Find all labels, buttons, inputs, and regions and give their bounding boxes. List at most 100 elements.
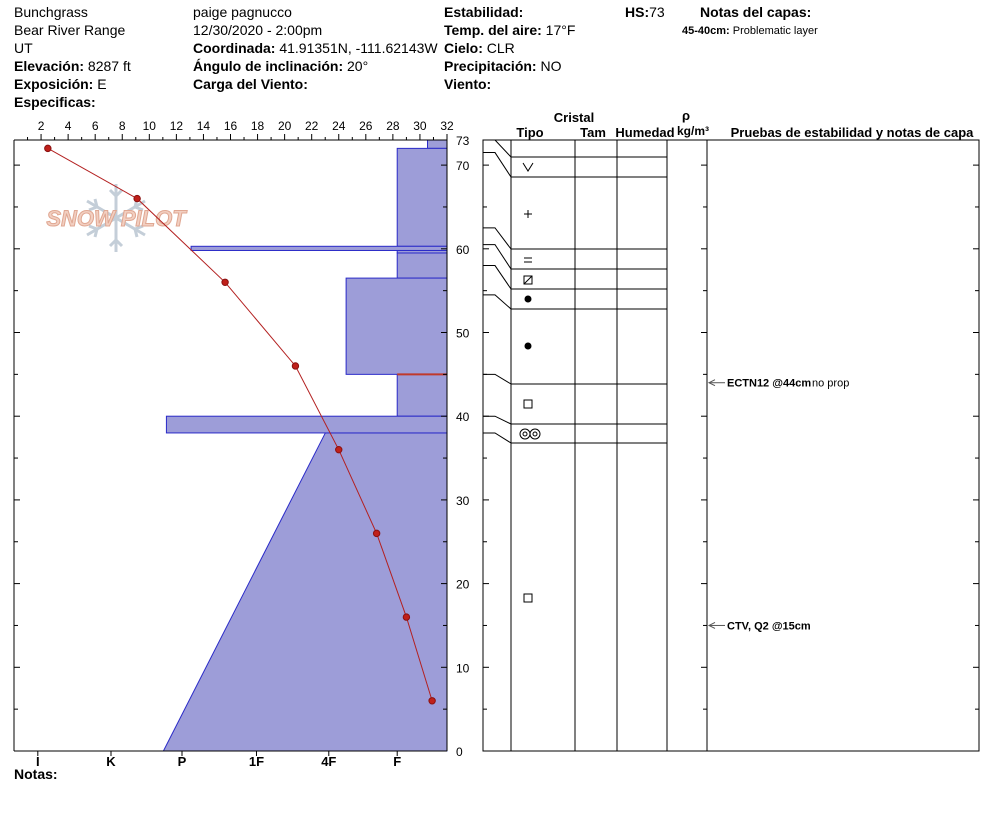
depth-tick-label: 0 [456, 745, 463, 759]
hardness-layer-5 [345, 277, 448, 375]
datetime: 12/30/2020 - 2:00pm [193, 22, 323, 38]
depth-connector [483, 294, 512, 310]
state-name: UT [14, 40, 33, 56]
temp-tick-label: 10 [143, 119, 157, 133]
left-axes: 2 4 6 8 10 12 14 16 18 20 22 24 26 28 30 32010203040506… [13, 119, 470, 769]
temp-tick-label: 16 [224, 119, 238, 133]
moisture-header: Humedad [615, 125, 674, 140]
hs-label: HS: [625, 4, 650, 20]
depth-connector [483, 415, 512, 425]
depth-connector [483, 227, 512, 250]
test-label-0: ECTN12 @44cm [727, 378, 811, 390]
wind-label: Viento: [444, 76, 492, 92]
grain-symbol-double-ring [532, 431, 538, 437]
precip-label: Precipitación: [444, 58, 537, 74]
air-temp: Temp. del aire: 17°F [444, 21, 575, 39]
temp-tick-label: 22 [305, 119, 319, 133]
temp-point [372, 529, 381, 538]
sky-value: CLR [486, 40, 515, 56]
notes: Notas: [14, 765, 58, 783]
hardness-tick-label: 1F [249, 754, 264, 769]
depth-tick-label: 50 [456, 327, 470, 341]
grain-symbol-double-ring [522, 431, 528, 437]
grain-symbol-square [523, 593, 533, 603]
temp-point [428, 697, 436, 705]
hardness-layer-4 [396, 252, 448, 279]
depth-tick-label: 60 [456, 243, 470, 257]
slope: Ángulo de inclinación: 20° [193, 57, 368, 75]
temp-point [291, 362, 300, 370]
temp-point [221, 278, 229, 286]
air-temp-value: 17°F [545, 22, 576, 38]
temp-line [47, 147, 433, 701]
depth-tick-label: 20 [456, 578, 470, 592]
grain-symbol-dot [524, 342, 532, 350]
specifics: Especificas: [14, 93, 96, 111]
test-arrow-head [707, 622, 716, 629]
observer: paige pagnucco [193, 4, 292, 20]
temperature-profile [44, 144, 436, 705]
crystal-header: Cristal [554, 110, 594, 125]
grain-symbol-dot [524, 295, 532, 303]
grain-symbol-v [522, 162, 534, 172]
test-label-1: CTV, Q2 @15cm [727, 620, 811, 632]
hardness-layer-2 [190, 245, 448, 251]
coord-label: Coordinada: [193, 40, 276, 56]
depth-tick-label: 73 [456, 134, 470, 148]
grain-symbol-mixed-facet [523, 275, 533, 285]
elevation-value: 8287 ft [87, 58, 131, 74]
depth-tick-label: 40 [456, 410, 470, 424]
aspect-value: E [97, 76, 107, 92]
hardness-layer-0 [427, 139, 448, 149]
hardness-tick-label: F [393, 754, 401, 769]
aspect: Exposición: E [14, 75, 107, 93]
grain-symbol-double-ring [529, 428, 541, 440]
coord-value: 41.91351N, -111.62143W [279, 40, 438, 56]
temp-tick-label: 24 [332, 119, 346, 133]
size-header: Tam [580, 125, 606, 140]
temp-tick-label: 14 [197, 119, 211, 133]
type-header: Tipo [516, 125, 543, 140]
temp-tick-label: 26 [359, 119, 373, 133]
precip: Precipitación: NO [444, 57, 561, 75]
aspect-label: Exposición: [14, 76, 94, 92]
hardness-tick-label: I [36, 754, 40, 769]
wind-load: Carga del Viento: [193, 75, 308, 93]
sky-label: Cielo: [444, 40, 483, 56]
temp-tick-label: 30 [413, 119, 427, 133]
hardness-profile [162, 139, 448, 752]
hardness-layer-8 [162, 432, 448, 752]
density-symbol: ρ [682, 108, 690, 123]
depth-connector [483, 244, 512, 270]
stability-label: Estabilidad: [444, 4, 524, 20]
layer-notes-title: Notas del capas: [700, 4, 812, 20]
elevation: Elevación: 8287 ft [14, 57, 131, 75]
temp-tick-label: 20 [278, 119, 292, 133]
specifics-label: Especificas: [14, 94, 96, 110]
depth-connector [483, 139, 512, 158]
temp-tick-label: 4 [65, 119, 72, 133]
wind-load-label: Carga del Viento: [193, 76, 308, 92]
depth-connector [483, 373, 512, 385]
air-temp-label: Temp. del aire: [444, 22, 542, 38]
hs-value: 73 [649, 4, 665, 20]
hardness-layer-1 [396, 147, 448, 247]
temp-point [133, 194, 141, 203]
snow-height: HS:73 [625, 3, 665, 21]
table-border [482, 139, 980, 752]
density-unit: kg/m³ [677, 124, 709, 138]
watermark-text: SNOW PILOT [46, 206, 187, 231]
layer-note-range: 45-40cm: [682, 25, 730, 37]
slope-value: 20° [347, 58, 369, 74]
temp-tick-label: 18 [251, 119, 265, 133]
depth-connector [483, 265, 512, 290]
stability: Estabilidad: [444, 3, 523, 21]
hardness-tick-label: 4F [321, 754, 336, 769]
depth-connector [483, 152, 512, 178]
depth-connector [483, 432, 512, 444]
layer-note-text: Problematic layer [732, 25, 818, 37]
temp-tick-label: 8 [119, 119, 126, 133]
temp-tick-label: 12 [170, 119, 184, 133]
hardness-layer-6 [396, 373, 448, 417]
